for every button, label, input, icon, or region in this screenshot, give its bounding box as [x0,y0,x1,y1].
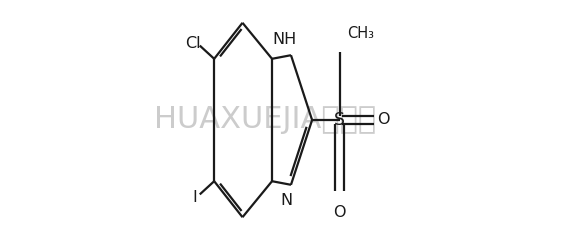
Text: O: O [333,205,346,220]
Text: N: N [280,193,292,208]
Text: HUAXUEJIA化学物: HUAXUEJIA化学物 [154,106,376,134]
Text: O: O [377,113,389,127]
Text: CH₃: CH₃ [347,26,374,41]
Text: Cl: Cl [185,36,201,51]
Text: I: I [192,190,197,205]
Text: S: S [334,111,345,129]
Text: NH: NH [273,32,297,47]
